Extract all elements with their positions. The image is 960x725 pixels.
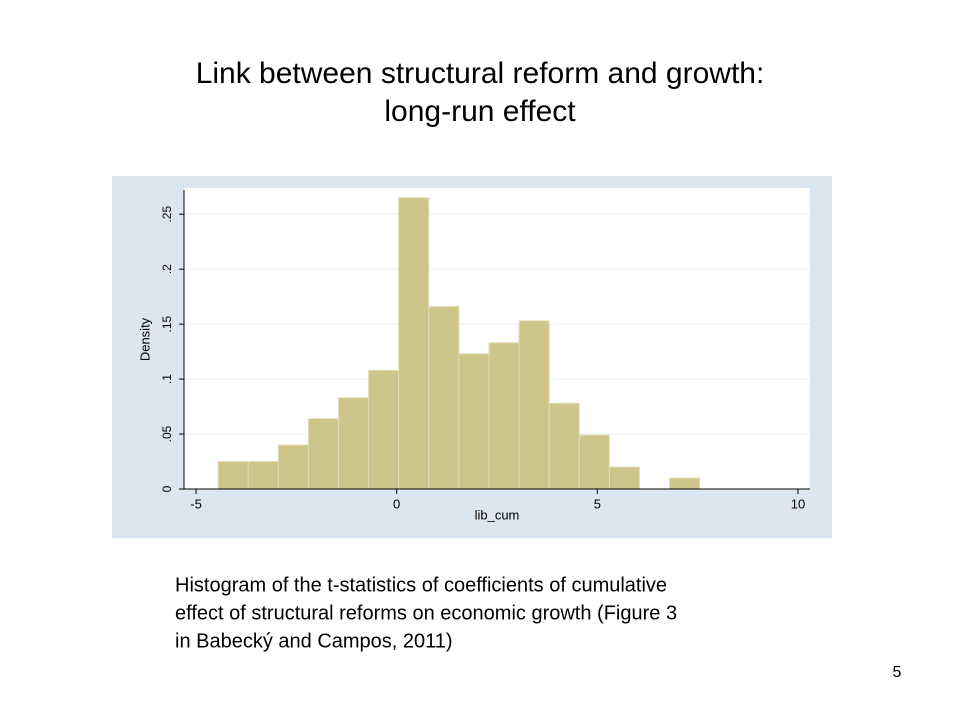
y-tick-label: 0 [160,485,174,492]
bar [608,466,640,490]
bar [488,342,520,490]
bar [548,402,580,490]
bar [458,353,490,490]
bar [337,397,370,490]
bar [217,461,249,490]
y-axis-title: Density [137,317,152,361]
bar [398,197,430,490]
bar [669,477,701,490]
bar [307,418,339,490]
bar [277,444,309,490]
page-number: 5 [893,664,902,681]
caption: in Babecký and Campos, 2011) [175,630,453,652]
y-tick-label: .1 [160,374,174,384]
y-tick-label: .2 [160,264,174,274]
y-tick-label: .15 [160,315,174,332]
caption: effect of structural reforms on economic… [175,602,677,624]
title: Link between structural reform and growt… [196,57,765,90]
bar [247,461,279,490]
x-tick-label: -5 [190,496,202,511]
bar [578,434,610,490]
x-tick-label: 10 [791,496,805,511]
title: long-run effect [384,95,576,128]
bar [518,320,550,490]
bar [428,306,460,490]
x-tick-label: 0 [393,496,400,511]
y-tick-label: .05 [160,425,174,442]
x-axis-title: lib_cum [475,507,520,522]
y-tick-label: .25 [160,206,174,223]
caption: Histogram of the t-statistics of coeffic… [175,574,667,596]
bar [368,369,400,490]
x-tick-label: 5 [594,496,601,511]
